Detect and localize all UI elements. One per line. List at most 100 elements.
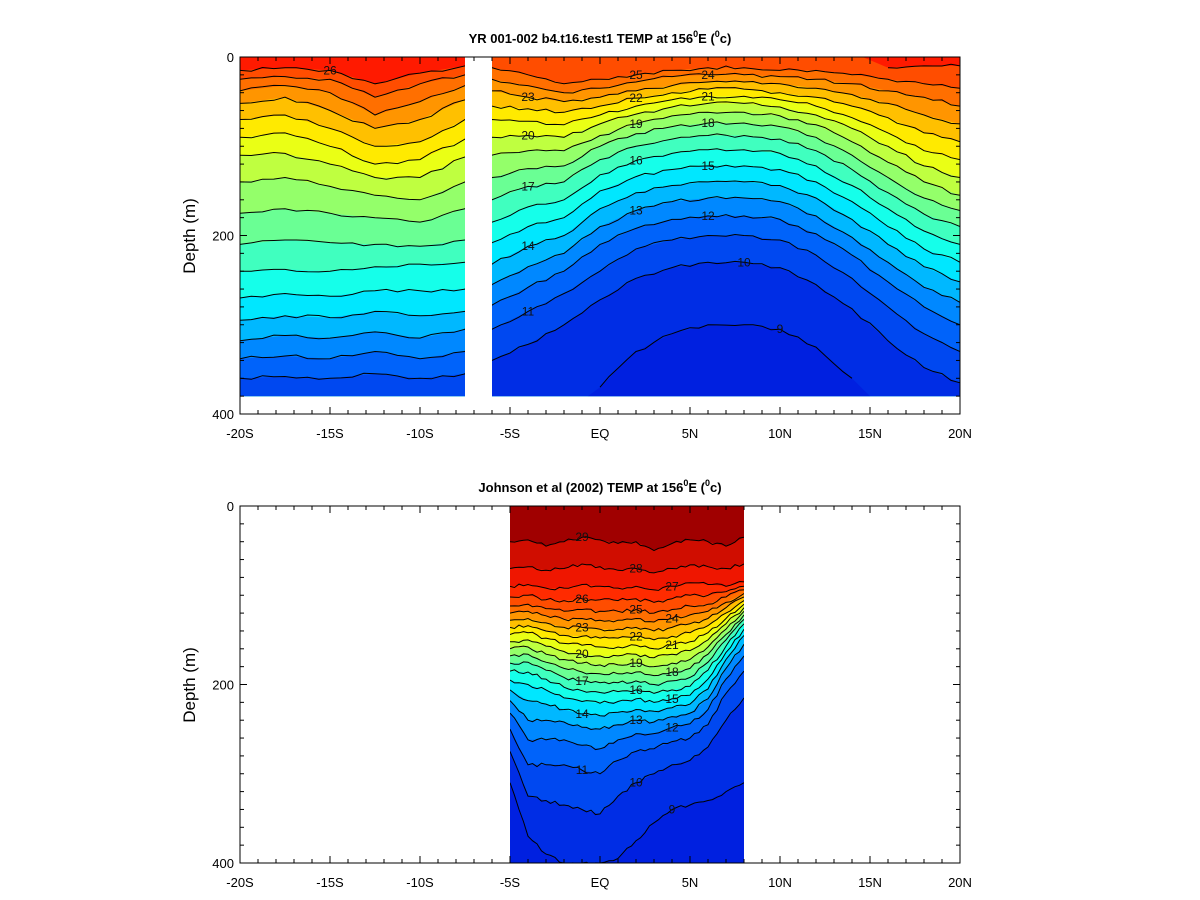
contour-label: 20 bbox=[521, 129, 535, 143]
x-tick-label: -20S bbox=[226, 426, 254, 441]
x-tick-label: -20S bbox=[226, 875, 254, 890]
contour-label: 28 bbox=[629, 562, 643, 576]
isotherm-20 bbox=[510, 607, 744, 659]
contour-label: 21 bbox=[665, 638, 679, 652]
isotherm-13 bbox=[240, 328, 465, 342]
isotherm-22 bbox=[510, 600, 744, 641]
x-tick-label: EQ bbox=[591, 426, 610, 441]
panel-title: Johnson et al (2002) TEMP at 1560E (0c) bbox=[478, 478, 721, 495]
contour-label: 27 bbox=[665, 579, 679, 593]
temp-band-9 bbox=[510, 782, 744, 863]
contour-label: 15 bbox=[701, 159, 715, 173]
contour-label: 29 bbox=[575, 530, 589, 544]
isotherm-12 bbox=[492, 214, 960, 326]
contour-label: 13 bbox=[629, 204, 643, 218]
temp-band-9 bbox=[587, 324, 870, 397]
contour-label: 22 bbox=[629, 629, 643, 643]
isotherm-23 bbox=[510, 596, 744, 632]
isotherm-11 bbox=[240, 372, 465, 380]
x-tick-label: 20N bbox=[948, 875, 972, 890]
contour-label: 16 bbox=[629, 154, 643, 168]
y-axis-label: Depth (m) bbox=[180, 198, 199, 274]
contour-label: 17 bbox=[575, 674, 589, 688]
panel-observed: Johnson et al (2002) TEMP at 1560E (0c) … bbox=[180, 478, 972, 890]
contour-label: 23 bbox=[521, 90, 535, 104]
isotherm-20 bbox=[492, 101, 960, 178]
x-tick-label: 15N bbox=[858, 875, 882, 890]
contour-label: 9 bbox=[777, 322, 784, 336]
isotherm-29 bbox=[510, 536, 744, 552]
isotherm-26 bbox=[240, 65, 465, 85]
contour-label: 23 bbox=[575, 620, 589, 634]
x-tick-label: 10N bbox=[768, 875, 792, 890]
contour-label: 11 bbox=[576, 763, 589, 777]
contour-label: 26 bbox=[323, 63, 337, 77]
isotherm-18 bbox=[240, 207, 465, 223]
x-tick-label: -10S bbox=[406, 875, 434, 890]
y-axis-label: Depth (m) bbox=[180, 647, 199, 723]
isotherm-16 bbox=[492, 148, 960, 245]
contour-label: 22 bbox=[629, 91, 643, 105]
contour-label: 13 bbox=[629, 713, 643, 727]
isotherm-15 bbox=[510, 628, 744, 704]
contour-label: 25 bbox=[629, 68, 643, 82]
isotherm-16 bbox=[240, 261, 465, 273]
isotherm-24 bbox=[240, 84, 465, 116]
contour-label: 26 bbox=[575, 592, 589, 606]
isotherm-26 bbox=[510, 585, 744, 603]
isotherm-21 bbox=[492, 95, 960, 161]
isotherm-15 bbox=[492, 164, 960, 263]
contour-label: 18 bbox=[701, 116, 715, 130]
y-tick-label: 0 bbox=[227, 499, 234, 514]
contour-label: 24 bbox=[665, 612, 679, 626]
isotherm-25 bbox=[492, 65, 960, 89]
isotherm-19 bbox=[510, 610, 744, 668]
plot-area: 2625242322212019181716151413121110926252… bbox=[212, 50, 972, 441]
isotherm-17 bbox=[510, 618, 744, 686]
contour-label: 11 bbox=[522, 304, 535, 318]
y-tick-label: 0 bbox=[227, 50, 234, 65]
isotherm-12 bbox=[240, 350, 465, 360]
contour-label: 16 bbox=[629, 683, 643, 697]
contour-label: 20 bbox=[575, 647, 589, 661]
isotherm-21 bbox=[240, 132, 465, 165]
contour-label: 24 bbox=[701, 68, 715, 82]
isotherm-11 bbox=[492, 233, 960, 352]
isotherm-19 bbox=[492, 111, 960, 196]
panel-title: YR 001-002 b4.t16.test1 TEMP at 1560E (0… bbox=[469, 29, 732, 46]
contour-label: 25 bbox=[629, 603, 643, 617]
plot-area: 29 28 27 26 25 24 23 22 21 20 19 18 17 16 15 14 13 12 11 10… bbox=[212, 499, 972, 890]
x-tick-label: -15S bbox=[316, 875, 344, 890]
x-tick-label: 20N bbox=[948, 426, 972, 441]
isotherm-25 bbox=[240, 74, 465, 98]
isotherm-18 bbox=[492, 121, 960, 211]
y-tick-label: 400 bbox=[212, 407, 234, 422]
contour-label: 19 bbox=[629, 117, 643, 131]
x-tick-label: 5N bbox=[682, 426, 699, 441]
isotherm-23 bbox=[240, 96, 465, 129]
isotherm-28 bbox=[510, 563, 744, 574]
isotherm-25 bbox=[510, 589, 744, 614]
isotherm-22 bbox=[492, 87, 960, 143]
isotherm-18 bbox=[510, 614, 744, 677]
y-tick-label: 200 bbox=[212, 229, 234, 244]
isotherm-14 bbox=[240, 310, 465, 321]
filled-contours: 29 28 27 26 25 24 23 22 21 20 19 18 17 16 15 14 13 12 11 10… bbox=[510, 506, 744, 863]
isotherm-11 bbox=[510, 670, 744, 775]
isotherm-17 bbox=[492, 133, 960, 228]
y-tick-label: 400 bbox=[212, 856, 234, 871]
isotherm-12 bbox=[510, 655, 744, 751]
contour-label: 12 bbox=[665, 720, 679, 734]
x-tick-label: -5S bbox=[500, 875, 521, 890]
isotherm-10 bbox=[510, 697, 744, 816]
x-tick-label: 10N bbox=[768, 426, 792, 441]
isotherm-22 bbox=[240, 114, 465, 147]
isotherm-27 bbox=[510, 580, 744, 591]
isotherm-23 bbox=[492, 80, 960, 125]
contour-label: 19 bbox=[629, 656, 643, 670]
temp-band-11 bbox=[240, 373, 465, 397]
isotherm-24 bbox=[492, 72, 960, 107]
y-tick-label: 200 bbox=[212, 678, 234, 693]
x-tick-label: EQ bbox=[591, 875, 610, 890]
